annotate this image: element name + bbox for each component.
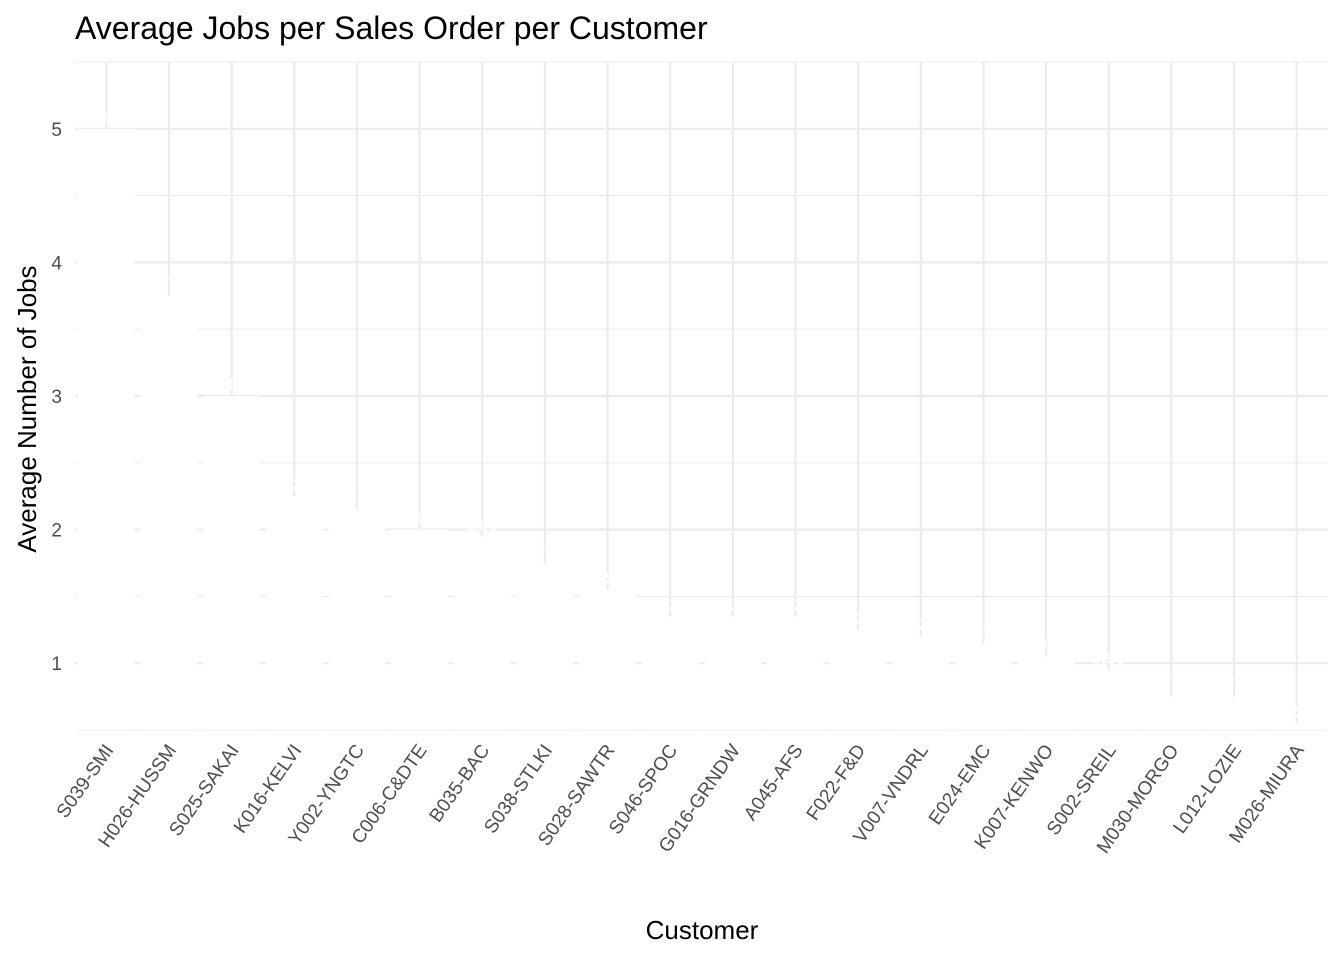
bars — [78, 128, 1325, 731]
bar — [1017, 656, 1075, 730]
bar-value-label: 0.75 — [1155, 676, 1188, 695]
x-tick-label: F022-F&D — [803, 741, 870, 825]
bar — [1080, 669, 1137, 730]
bar-value-label: 1.05 — [1030, 636, 1063, 655]
y-tick-label: 4 — [51, 253, 62, 274]
bar-value-label: 1.20 — [904, 615, 937, 634]
x-tick-label: E024-EMC — [925, 741, 996, 829]
data-labels: 5.00 3.75 3.00 2.25 2.15 2.00 1.95 1.75 1.55 1.35… — [90, 108, 1313, 722]
y-tick-label: 5 — [51, 120, 62, 141]
bar-value-label: 3.75 — [152, 275, 185, 294]
bar-value-label: 5.00 — [90, 108, 123, 127]
bar-value-label: 1.25 — [842, 609, 875, 628]
bar — [78, 128, 135, 731]
y-tick-label: 2 — [51, 521, 62, 542]
bar — [955, 643, 1012, 730]
chart-title: Average Jobs per Sales Order per Custome… — [75, 10, 708, 46]
bar-value-label: 1.15 — [967, 622, 1000, 641]
y-tick-label: 3 — [51, 387, 62, 408]
bar — [328, 509, 386, 730]
bar-value-label: 2.00 — [403, 509, 436, 528]
bar-value-label: 1.95 — [466, 515, 499, 534]
bar-value-label: 0.75 — [1217, 676, 1250, 695]
bar — [767, 616, 824, 730]
bar-value-label: 0.55 — [1280, 702, 1313, 721]
x-tick-label: S039-SMI — [53, 741, 119, 822]
bar — [1205, 696, 1263, 730]
bar — [829, 629, 887, 730]
bar — [391, 529, 448, 730]
y-axis-ticks: 1 2 3 4 5 — [51, 120, 62, 675]
bar-value-label: 0.95 — [1092, 649, 1125, 668]
bar — [266, 496, 323, 730]
bar — [454, 536, 511, 730]
x-tick-label: A045-AFS — [740, 741, 807, 825]
bar-value-label: 1.55 — [591, 569, 624, 588]
x-axis-title: Customer — [646, 915, 759, 945]
bar — [140, 295, 198, 730]
bar-value-label: 3.00 — [215, 375, 248, 394]
x-axis-ticks: S039-SMIH026-HUSSMS025-SAKAIK016-KELVIY0… — [53, 741, 1309, 858]
bar — [892, 636, 949, 730]
bar — [1143, 696, 1200, 730]
bar — [641, 616, 699, 730]
bar — [516, 563, 574, 730]
bar-value-label: 1.35 — [654, 595, 687, 614]
bar-value-label: 1.35 — [779, 595, 812, 614]
bar-value-label: 1.35 — [716, 595, 749, 614]
y-tick-label: 1 — [51, 654, 62, 675]
x-tick-label: B035-BAC — [426, 741, 495, 827]
y-axis-title: Average Number of Jobs — [12, 265, 42, 552]
grid — [75, 61, 1328, 731]
bar — [1268, 723, 1325, 730]
bar — [203, 396, 260, 730]
bar — [704, 616, 762, 730]
bar-value-label: 2.15 — [340, 489, 373, 508]
bar-value-label: 2.25 — [278, 475, 311, 494]
bar — [579, 589, 636, 730]
bar-value-label: 1.75 — [528, 542, 561, 561]
